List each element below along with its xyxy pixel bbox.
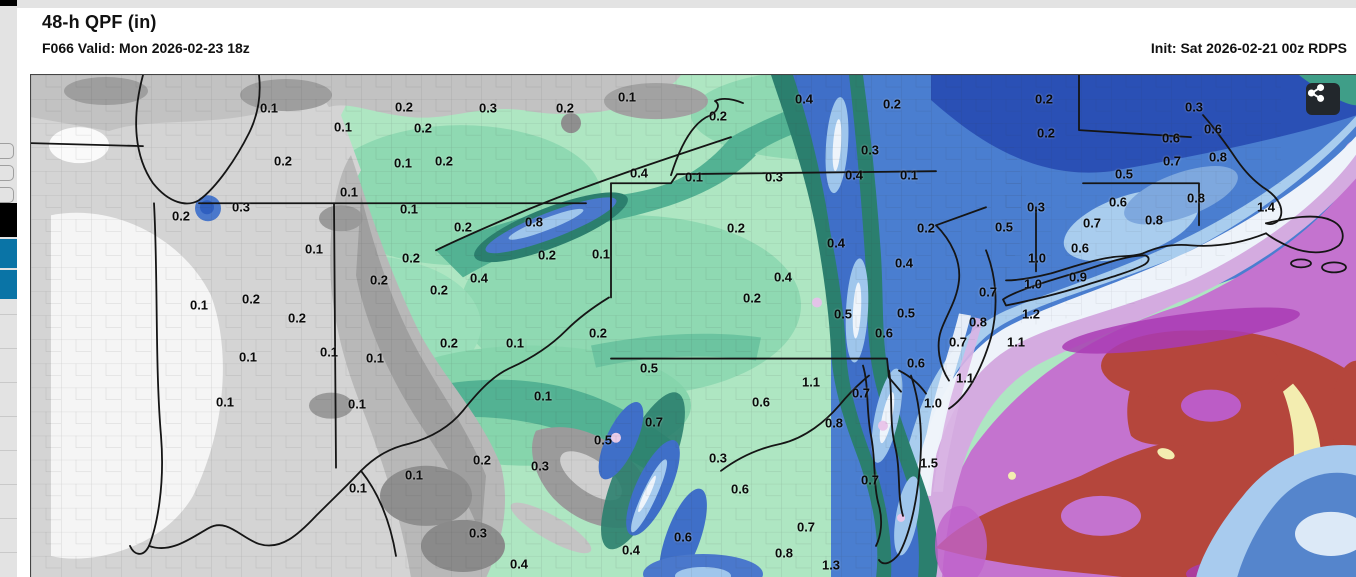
sidebar-item-active-dark[interactable]	[0, 203, 17, 237]
sidebar-divider	[0, 348, 17, 349]
share-button[interactable]	[1306, 83, 1340, 115]
sidebar-divider	[0, 518, 17, 519]
page-title: 48-h QPF (in)	[42, 12, 157, 32]
qpf-map-graphic	[31, 75, 1356, 577]
qpf-map[interactable]: 0.1 0.1 0.2 0.2 0.3 0.2 0.1 0.2 0.4 0.2 0.2 0.3 0.2 0…	[30, 74, 1356, 577]
sidebar-divider	[0, 552, 17, 553]
sidebar-button-3[interactable]	[0, 187, 14, 203]
valid-time-label: F066 Valid: Mon 2026-02-23 18z	[42, 40, 250, 56]
sidebar-item-selected-2[interactable]	[0, 270, 17, 299]
map-header: 48-h QPF (in) F066 Valid: Mon 2026-02-23…	[17, 8, 1356, 74]
sidebar-divider	[0, 484, 17, 485]
sidebar-divider	[0, 314, 17, 315]
sidebar-divider	[0, 416, 17, 417]
init-time-label: Init: Sat 2026-02-21 00z RDPS	[1150, 40, 1347, 56]
sidebar-divider	[0, 450, 17, 451]
left-sidebar[interactable]	[0, 8, 17, 577]
top-strip	[0, 0, 1356, 8]
share-icon	[1307, 84, 1325, 102]
sidebar-button-2[interactable]	[0, 165, 14, 181]
top-strip-chip	[0, 0, 17, 6]
sidebar-item-selected-1[interactable]	[0, 239, 17, 268]
sidebar-button-1[interactable]	[0, 143, 14, 159]
sidebar-divider	[0, 382, 17, 383]
